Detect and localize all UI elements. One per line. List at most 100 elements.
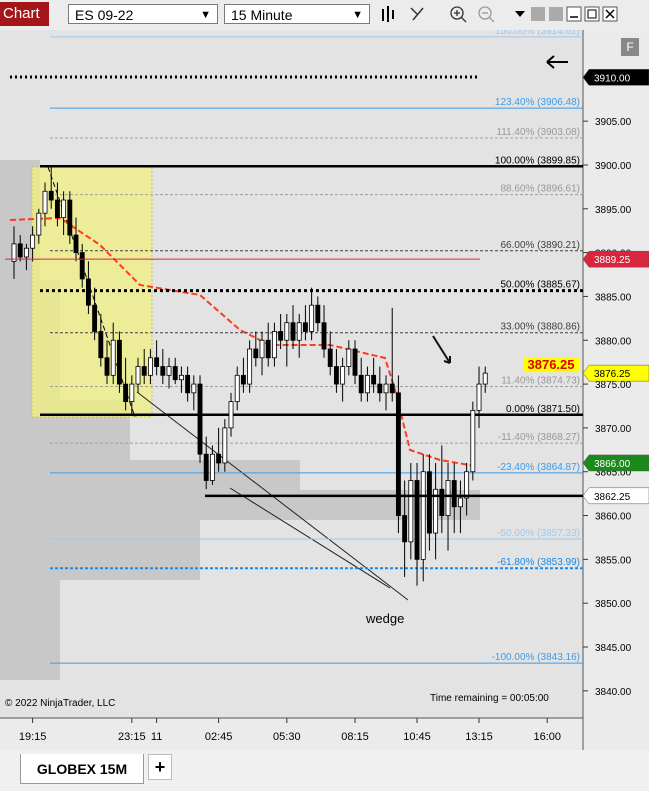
candle-body bbox=[302, 322, 308, 332]
price-tag bbox=[582, 487, 649, 505]
candle-body bbox=[433, 488, 439, 534]
candle-body bbox=[123, 383, 129, 403]
price-tag-label: 3910.00 bbox=[594, 73, 631, 84]
candle-body bbox=[73, 234, 79, 254]
candle-body bbox=[265, 339, 271, 359]
candle-body bbox=[377, 383, 383, 394]
candle-body bbox=[116, 339, 122, 385]
bars-icon[interactable] bbox=[382, 6, 394, 22]
candle-body bbox=[333, 366, 339, 385]
instrument-text: ES 09-22 bbox=[75, 7, 134, 23]
fib-label: 50.00% (3885.67) bbox=[500, 280, 580, 291]
candle-body bbox=[445, 480, 451, 516]
candle-body bbox=[36, 212, 42, 236]
y-tick-label: 3870.00 bbox=[595, 424, 632, 435]
x-tick-label: 23:15 bbox=[118, 731, 146, 743]
y-tick-label: 3900.00 bbox=[595, 161, 632, 172]
candle-body bbox=[79, 252, 85, 280]
candle-body bbox=[98, 331, 104, 359]
y-tick-label: 3875.00 bbox=[595, 380, 632, 391]
y-tick-label: 3845.00 bbox=[595, 643, 632, 654]
candle-body bbox=[451, 480, 457, 508]
candle-body bbox=[104, 357, 110, 376]
candle-body bbox=[389, 383, 395, 394]
candle-body bbox=[247, 348, 253, 385]
candle-body bbox=[172, 366, 178, 381]
candle-body bbox=[67, 199, 73, 236]
time-axis bbox=[0, 718, 583, 750]
candle-body bbox=[110, 339, 116, 376]
f-button[interactable] bbox=[621, 38, 639, 56]
x-tick-label: 16:00 bbox=[533, 731, 561, 743]
price-tag-label: 3866.00 bbox=[594, 459, 631, 470]
candle-body bbox=[141, 366, 147, 376]
fib-label: -50.00% (3857.33) bbox=[497, 528, 580, 539]
candle-body bbox=[408, 480, 414, 543]
maximize-btn[interactable] bbox=[584, 6, 600, 22]
candle-body bbox=[470, 409, 476, 473]
candle-body bbox=[154, 357, 160, 367]
zoom-in-icon[interactable] bbox=[450, 6, 467, 23]
instrument-select[interactable]: ES 09-22 ▼ bbox=[68, 4, 218, 24]
dropdown-arrow: ▼ bbox=[352, 9, 363, 21]
window-btn[interactable] bbox=[531, 7, 545, 21]
candle-body bbox=[358, 374, 364, 394]
candle-body bbox=[420, 471, 426, 560]
fib-label: 150.00% (3914.62) bbox=[495, 30, 580, 37]
time-remaining: Time remaining = 00:05:00 bbox=[430, 693, 549, 704]
candle-body bbox=[85, 278, 91, 306]
candle-body bbox=[383, 383, 389, 394]
fib-label: 33.00% (3880.86) bbox=[500, 322, 580, 333]
fib-label: -11.40% (3868.27) bbox=[498, 432, 580, 443]
candle-body bbox=[457, 497, 463, 508]
fib-label: 0.00% (3871.50) bbox=[506, 404, 580, 415]
candle-body bbox=[395, 392, 401, 516]
x-tick-label: 11 bbox=[151, 731, 162, 743]
fib-label: 123.40% (3906.48) bbox=[495, 97, 580, 108]
back-arrow[interactable] bbox=[546, 55, 568, 69]
candle-body bbox=[414, 480, 420, 560]
candle-body bbox=[253, 348, 259, 359]
draw-icon[interactable] bbox=[410, 7, 424, 21]
x-tick-label: 19:15 bbox=[19, 731, 47, 743]
f-button-text: F bbox=[626, 40, 633, 54]
y-tick-label: 3865.00 bbox=[595, 468, 632, 479]
fib-label: 111.40% (3903.08) bbox=[496, 127, 580, 138]
candle-body bbox=[439, 488, 445, 516]
candle-body bbox=[222, 427, 228, 464]
candle-body bbox=[228, 401, 234, 429]
candle-body bbox=[54, 199, 60, 218]
candle-body bbox=[11, 243, 17, 262]
x-tick-label: 13:15 bbox=[465, 731, 493, 743]
zoom-out-icon[interactable] bbox=[478, 6, 495, 23]
tab[interactable]: GLOBEX 15M bbox=[20, 754, 144, 784]
price-tag bbox=[582, 250, 649, 268]
price-tag-label: 3876.25 bbox=[594, 369, 631, 380]
candle-body bbox=[160, 366, 166, 376]
price-axis bbox=[583, 30, 649, 750]
fib-label: -100.00% (3843.16) bbox=[492, 652, 580, 663]
candle-body bbox=[309, 304, 315, 332]
y-tick-label: 3885.00 bbox=[595, 292, 632, 303]
minimize-btn[interactable] bbox=[566, 6, 582, 22]
candle-body bbox=[203, 453, 209, 481]
add-tab[interactable]: + bbox=[148, 754, 172, 780]
candle-body bbox=[346, 348, 352, 367]
menu-arrow[interactable] bbox=[515, 11, 525, 17]
candle-body bbox=[259, 339, 265, 359]
x-tick-label: 08:15 bbox=[341, 731, 369, 743]
candle-body bbox=[290, 322, 296, 341]
window-btn[interactable] bbox=[549, 7, 563, 21]
candle-body bbox=[464, 471, 470, 499]
chart: 3905.003900.003895.003890.003885.003880.… bbox=[0, 30, 649, 750]
candle-body bbox=[216, 453, 222, 464]
candle-body bbox=[321, 322, 327, 350]
candle-body bbox=[482, 372, 488, 385]
wedge-label: wedge bbox=[365, 611, 404, 626]
candle-body bbox=[197, 383, 203, 455]
interval-text: 15 Minute bbox=[231, 7, 293, 23]
y-tick-label: 3880.00 bbox=[595, 336, 632, 347]
window-title: Chart bbox=[0, 2, 49, 26]
interval-select[interactable]: 15 Minute ▼ bbox=[224, 4, 370, 24]
candle-body bbox=[23, 247, 29, 258]
